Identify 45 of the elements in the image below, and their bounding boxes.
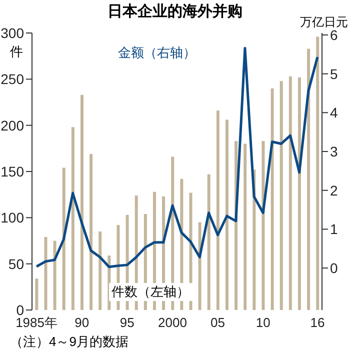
- y-tick-label: 200: [0, 117, 24, 134]
- bar: [307, 48, 310, 310]
- y-tick-label: 50: [8, 256, 24, 272]
- bar: [298, 77, 301, 310]
- bar: [270, 88, 274, 310]
- bar: [225, 120, 228, 310]
- bar: [44, 237, 48, 310]
- y-tick-label: 0: [16, 302, 24, 318]
- y2-tick-label: 3: [330, 143, 338, 160]
- bar: [262, 141, 265, 310]
- x-tick-label: 16: [310, 315, 325, 330]
- y2-tick-label: 2: [330, 182, 338, 198]
- bar: [244, 144, 247, 310]
- bar: [316, 36, 320, 310]
- y2-tick-label: 1: [330, 221, 338, 238]
- bar: [90, 154, 93, 310]
- bar: [280, 81, 283, 310]
- y2-tick-label: 4: [330, 104, 338, 121]
- x-tick-label: 10: [256, 315, 270, 330]
- bar: [80, 94, 84, 310]
- bar: [62, 168, 66, 310]
- y-tick-label: 150: [0, 163, 24, 180]
- text: （注）4～9月的数据: [10, 333, 128, 351]
- y-tick-label: 300: [0, 24, 24, 41]
- bar: [53, 240, 56, 310]
- line-series: [35, 46, 319, 268]
- series-label: 件数（左轴）: [108, 283, 192, 301]
- bar: [216, 110, 220, 310]
- x-tick-label: 2000: [158, 315, 187, 330]
- x-tick-label: 1985年: [16, 315, 58, 330]
- bar: [71, 127, 74, 310]
- text: 金额（右轴）: [118, 44, 196, 62]
- y2-tick-label: 0: [330, 260, 338, 276]
- bar: [288, 76, 292, 310]
- y2-tick-label: 5: [330, 66, 338, 82]
- x-tick-label: 95: [120, 315, 134, 330]
- x-tick-label: 90: [74, 315, 90, 330]
- y-axis-title: 件: [10, 43, 23, 61]
- bar: [207, 174, 210, 310]
- chart-title: 日本企业的海外并购: [108, 3, 242, 20]
- y-tick-label: 250: [0, 71, 24, 88]
- y-tick-label: 100: [0, 210, 24, 226]
- bar: [98, 232, 102, 310]
- x-tick-label: 05: [210, 315, 226, 330]
- bar: [35, 278, 38, 310]
